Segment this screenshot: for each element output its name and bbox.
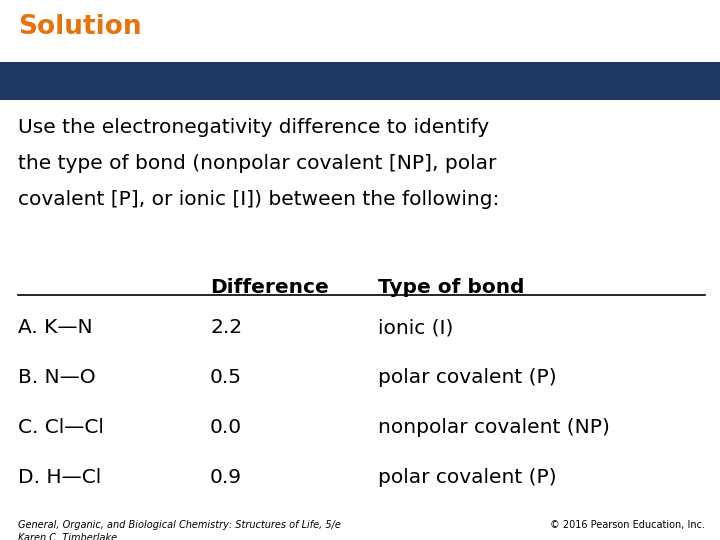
Text: ionic (I): ionic (I) xyxy=(378,318,454,337)
Text: B. N—O: B. N—O xyxy=(18,368,96,387)
Text: © 2016 Pearson Education, Inc.: © 2016 Pearson Education, Inc. xyxy=(550,520,705,530)
Text: Type of bond: Type of bond xyxy=(378,278,524,297)
Text: D. H—Cl: D. H—Cl xyxy=(18,468,102,487)
Text: polar covalent (P): polar covalent (P) xyxy=(378,468,557,487)
Text: polar covalent (P): polar covalent (P) xyxy=(378,368,557,387)
Text: 0.5: 0.5 xyxy=(210,368,242,387)
Text: 0.9: 0.9 xyxy=(210,468,242,487)
Text: Difference: Difference xyxy=(210,278,329,297)
Text: covalent [P], or ionic [I]) between the following:: covalent [P], or ionic [I]) between the … xyxy=(18,190,500,209)
Text: Use the electronegativity difference to identify: Use the electronegativity difference to … xyxy=(18,118,489,137)
Bar xyxy=(0,62,720,100)
Text: C. Cl—Cl: C. Cl—Cl xyxy=(18,418,104,437)
Text: Solution: Solution xyxy=(18,14,142,40)
Text: nonpolar covalent (NP): nonpolar covalent (NP) xyxy=(378,418,610,437)
Text: 2.2: 2.2 xyxy=(210,318,242,337)
Text: 0.0: 0.0 xyxy=(210,418,242,437)
Text: A. K—N: A. K—N xyxy=(18,318,93,337)
Text: General, Organic, and Biological Chemistry: Structures of Life, 5/e
Karen C. Tim: General, Organic, and Biological Chemist… xyxy=(18,520,341,540)
Text: the type of bond (nonpolar covalent [NP], polar: the type of bond (nonpolar covalent [NP]… xyxy=(18,154,496,173)
